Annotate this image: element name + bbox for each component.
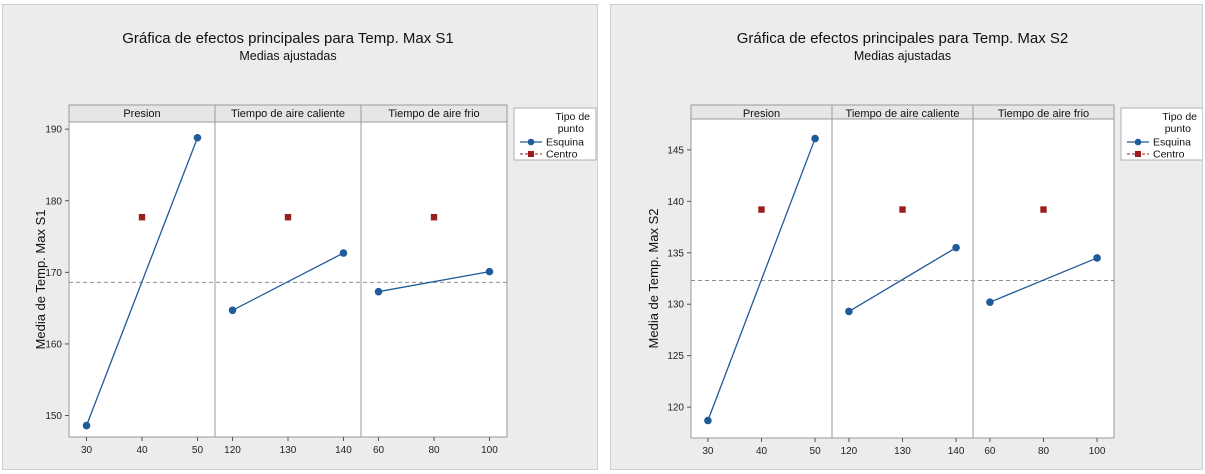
centro-point <box>138 214 146 221</box>
chart-title: Gráfica de efectos principales para Temp… <box>122 30 454 47</box>
esquina-point <box>845 307 853 316</box>
panel-strip <box>360 104 508 123</box>
panel-label: Tiempo de aire frio <box>388 108 479 120</box>
chart-subtitle: Medias ajustadas <box>854 49 951 63</box>
esquina-point <box>228 306 237 315</box>
y-tick-label: 170 <box>45 268 62 279</box>
legend-title: punto <box>558 123 584 135</box>
legend-esquina-label: Esquina <box>546 137 584 149</box>
chart-svg: Gráfica de efectos principales para Temp… <box>646 30 1202 457</box>
y-tick-label: 135 <box>667 248 684 259</box>
x-tick-label: 30 <box>702 446 714 457</box>
esquina-point <box>1093 254 1101 262</box>
panel-label: Tiempo de aire frio <box>998 108 1089 120</box>
legend-title: Tipo de <box>555 111 590 123</box>
x-tick-label: 80 <box>428 445 440 456</box>
x-tick-label: 140 <box>335 445 352 456</box>
y-tick-label: 130 <box>667 300 684 311</box>
esquina-point <box>811 134 819 143</box>
esquina-point <box>193 133 202 142</box>
legend-title: Tipo de <box>1162 111 1197 123</box>
x-tick-label: 120 <box>841 446 858 457</box>
esquina-point <box>952 243 960 252</box>
esquina-point <box>704 416 712 425</box>
legend-box <box>513 107 597 161</box>
legend-box <box>1120 107 1202 161</box>
panel-strip <box>972 104 1115 120</box>
centro-point <box>284 214 292 221</box>
legend-centro-marker <box>528 151 534 157</box>
x-tick-label: 40 <box>136 445 148 456</box>
main-effects-chart-s2: Gráfica de efectos principales para Temp… <box>610 4 1203 470</box>
legend-esquina-label: Esquina <box>1153 137 1191 149</box>
y-tick-label: 150 <box>45 411 62 422</box>
legend-centro-marker <box>1135 151 1141 157</box>
x-tick-label: 100 <box>1089 446 1106 457</box>
y-tick-label: 125 <box>667 351 684 362</box>
panel-label: Tiempo de aire caliente <box>231 108 345 120</box>
centro-point <box>430 214 438 221</box>
panel-label: Presion <box>123 108 160 120</box>
legend-centro-label: Centro <box>1153 149 1185 161</box>
x-tick-label: 130 <box>894 446 911 457</box>
chart-subtitle: Medias ajustadas <box>239 49 336 63</box>
x-tick-label: 130 <box>280 445 297 456</box>
y-tick-label: 120 <box>667 403 684 414</box>
x-tick-label: 50 <box>810 446 822 457</box>
centro-point <box>758 206 765 213</box>
legend-title: punto <box>1165 123 1191 135</box>
legend-centro-label: Centro <box>546 149 578 161</box>
legend-esquina-marker <box>527 138 535 146</box>
x-tick-label: 60 <box>984 446 996 457</box>
y-tick-label: 160 <box>45 339 62 350</box>
legend-esquina-marker <box>1134 138 1142 146</box>
x-tick-label: 50 <box>192 445 204 456</box>
centro-point <box>1040 206 1047 213</box>
esquina-point <box>82 421 91 430</box>
esquina-line <box>378 270 490 293</box>
esquina-line <box>989 257 1098 303</box>
esquina-line <box>848 247 957 312</box>
panel-label: Tiempo de aire caliente <box>846 108 960 120</box>
main-effects-chart-s1: Gráfica de efectos principales para Temp… <box>2 4 598 470</box>
esquina-line <box>707 138 816 421</box>
y-tick-label: 190 <box>45 125 62 136</box>
chart-title: Gráfica de efectos principales para Temp… <box>737 30 1069 47</box>
esquina-line <box>85 137 199 426</box>
esquina-point <box>986 298 994 306</box>
y-tick-label: 145 <box>667 145 684 156</box>
x-tick-label: 80 <box>1038 446 1050 457</box>
x-tick-label: 60 <box>373 445 385 456</box>
esquina-line <box>232 252 344 311</box>
x-tick-label: 140 <box>948 446 965 457</box>
x-tick-label: 120 <box>224 445 241 456</box>
y-tick-label: 140 <box>667 197 684 208</box>
esquina-point <box>485 267 494 276</box>
panel-label: Presion <box>743 108 780 120</box>
esquina-point <box>374 287 383 296</box>
plot-area <box>68 121 508 438</box>
y-axis-label: Media de Temp. Max S1 <box>33 210 48 350</box>
y-tick-label: 180 <box>45 196 62 207</box>
x-tick-label: 30 <box>81 445 93 456</box>
x-tick-label: 40 <box>756 446 768 457</box>
y-axis-label: Media de Temp. Max S2 <box>646 209 661 349</box>
esquina-point <box>339 249 348 257</box>
plot-area <box>690 118 1115 439</box>
centro-point <box>899 206 906 213</box>
chart-svg: Gráfica de efectos principales para Temp… <box>33 30 597 456</box>
x-tick-label: 100 <box>481 445 498 456</box>
